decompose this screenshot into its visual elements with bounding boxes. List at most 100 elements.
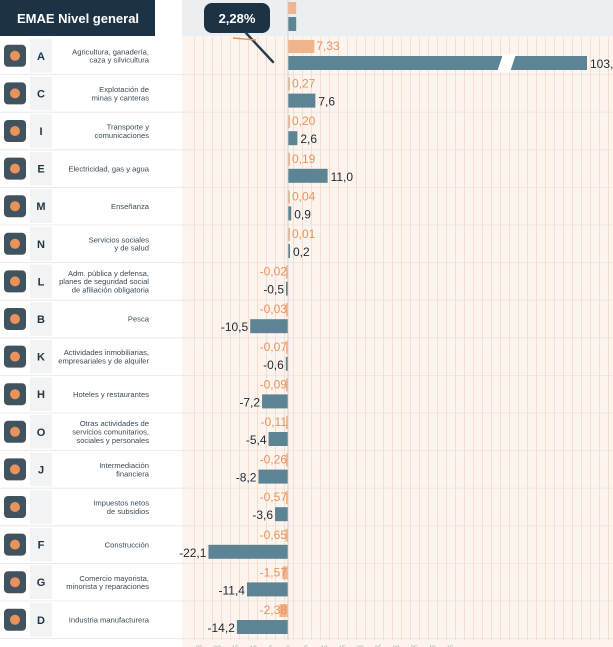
sector-name: Explotación de minas y canteras xyxy=(92,85,150,102)
category-row: E Electricidad, gas y agua 0,19 11,0 xyxy=(0,151,613,188)
sector-name: Electricidad, gas y agua xyxy=(68,164,149,173)
contribution-bar xyxy=(286,340,288,354)
letter-badge xyxy=(30,189,52,223)
capitol-icon-accent xyxy=(10,276,20,287)
variation-label: -0,6 xyxy=(263,358,284,372)
tax-icon-accent xyxy=(10,502,20,512)
sector-name-line: planes de seguridad social xyxy=(59,277,149,286)
x-tick-label: -5 xyxy=(267,645,273,647)
truck-icon-accent xyxy=(10,577,20,588)
x-tick-label: 15 xyxy=(338,645,346,647)
variation-label: -5,4 xyxy=(246,433,267,447)
grid-lines xyxy=(194,37,609,640)
variation-bar xyxy=(288,131,298,146)
axis-break xyxy=(497,54,516,72)
sector-name-line: de afiliación obligatoria xyxy=(72,285,150,294)
variation-bar xyxy=(208,544,288,559)
contribution-bar xyxy=(288,228,290,241)
variation-label: -14,2 xyxy=(208,621,236,635)
sector-name-line: Explotación de xyxy=(99,85,149,94)
contribution-label: 7,33 xyxy=(316,39,340,53)
antenna-icon-accent xyxy=(10,126,20,136)
sector-name-line: Pesca xyxy=(128,315,150,324)
sector-name: Enseñanza xyxy=(111,202,150,211)
sector-letter: G xyxy=(37,577,46,589)
contribution-bar xyxy=(279,604,288,617)
sector-letter: L xyxy=(38,276,45,288)
sector-letter: F xyxy=(38,540,45,552)
contribution-bar xyxy=(286,265,288,279)
variation-label: 0,2 xyxy=(293,245,310,259)
sector-name: Construcción xyxy=(105,540,149,549)
category-row: J Intermediación financiera -0,26-8,2 xyxy=(0,452,613,489)
contribution-bar xyxy=(282,566,288,580)
variation-bar xyxy=(288,56,587,70)
variation-bar xyxy=(288,93,316,108)
letter-badge xyxy=(30,39,52,73)
contribution-bar xyxy=(286,378,288,392)
x-tick-label: 10 xyxy=(320,645,328,647)
variation-bar xyxy=(236,620,288,634)
variation-label: 7,6 xyxy=(318,95,335,109)
category-row: I Transporte y comunicaciones 0,20 2,6 xyxy=(0,114,613,151)
gears-icon-accent xyxy=(10,614,20,625)
x-tick-label: 35 xyxy=(410,645,418,647)
x-tick-label: -20 xyxy=(211,645,221,647)
contribution-bar xyxy=(285,528,288,542)
tractor-icon-accent xyxy=(10,50,20,61)
variation-label: -10,5 xyxy=(221,320,249,334)
contribution-bar xyxy=(288,152,290,166)
sector-name: Intermediación financiera xyxy=(99,461,150,478)
category-row: C Explotación de minas y canteras 0,277,6 xyxy=(0,76,613,113)
power-plant-icon-accent xyxy=(10,163,20,174)
sector-name: Otras actividades de servicios comunitari… xyxy=(72,419,149,445)
sector-name-line: Transporte y xyxy=(107,123,150,132)
crane-icon-accent xyxy=(10,539,20,550)
sector-name-line: empresariales y de alquiler xyxy=(58,356,149,365)
pencil-icon xyxy=(244,31,275,64)
house-icon-accent xyxy=(10,351,20,362)
sector-name-line: Adm. pública y defensa, xyxy=(68,269,149,278)
contribution-label: -0,65 xyxy=(260,528,288,542)
category-row: L Adm. pública y defensa, planes de seguri… xyxy=(0,264,613,301)
category-row: O Otras actividades de servicios comunitar… xyxy=(0,415,613,452)
letter-badge xyxy=(30,227,52,261)
letter-badge xyxy=(30,76,52,111)
boat-icon-accent xyxy=(10,314,20,324)
variation-bar xyxy=(288,206,292,221)
letter-badge xyxy=(30,151,52,186)
sector-letter: A xyxy=(37,51,45,63)
variation-label: -8,2 xyxy=(236,471,257,485)
variation-label: 0,9 xyxy=(294,207,311,221)
sector-name-line: Industria manufacturera xyxy=(69,616,150,625)
variation-label: -22,1 xyxy=(179,546,207,560)
sector-name-line: Servicios sociales xyxy=(89,235,150,244)
sector-name-line: Otras actividades de xyxy=(80,419,149,428)
variation-label: -0,5 xyxy=(263,283,284,297)
x-tick-label: -10 xyxy=(247,645,257,647)
x-tick-label: 20 xyxy=(356,645,364,647)
variation-bar xyxy=(286,281,288,296)
sector-name-line: Intermediación xyxy=(99,461,149,470)
books-icon-accent xyxy=(10,201,20,212)
contribution-label: -0,07 xyxy=(260,340,288,354)
contribution-label: 0,01 xyxy=(292,227,316,241)
total-variation-bar xyxy=(288,17,297,31)
sector-name-line: minas y canteras xyxy=(92,93,150,102)
letter-badge xyxy=(30,377,52,411)
letter-badge xyxy=(30,302,52,336)
contribution-bar xyxy=(288,77,290,91)
variation-label: -11,4 xyxy=(218,583,245,597)
contribution-label: -0,57 xyxy=(260,490,288,504)
category-row: H Hoteles y restaurantes -0,09-7,2 xyxy=(0,377,613,414)
sector-name-line: Impuestos netos xyxy=(93,499,149,508)
variation-label: 2,6 xyxy=(300,132,317,146)
sector-letter: H xyxy=(37,389,45,401)
sector-letter: C xyxy=(37,88,45,100)
sector-name: Servicios sociales y de salud xyxy=(89,235,150,252)
contribution-bar xyxy=(288,190,290,204)
sector-name-line: Comercio mayorista, xyxy=(79,574,149,583)
sector-name: Transporte y comunicaciones xyxy=(95,123,150,140)
letter-badge xyxy=(30,339,52,374)
letter-badge xyxy=(30,565,52,599)
